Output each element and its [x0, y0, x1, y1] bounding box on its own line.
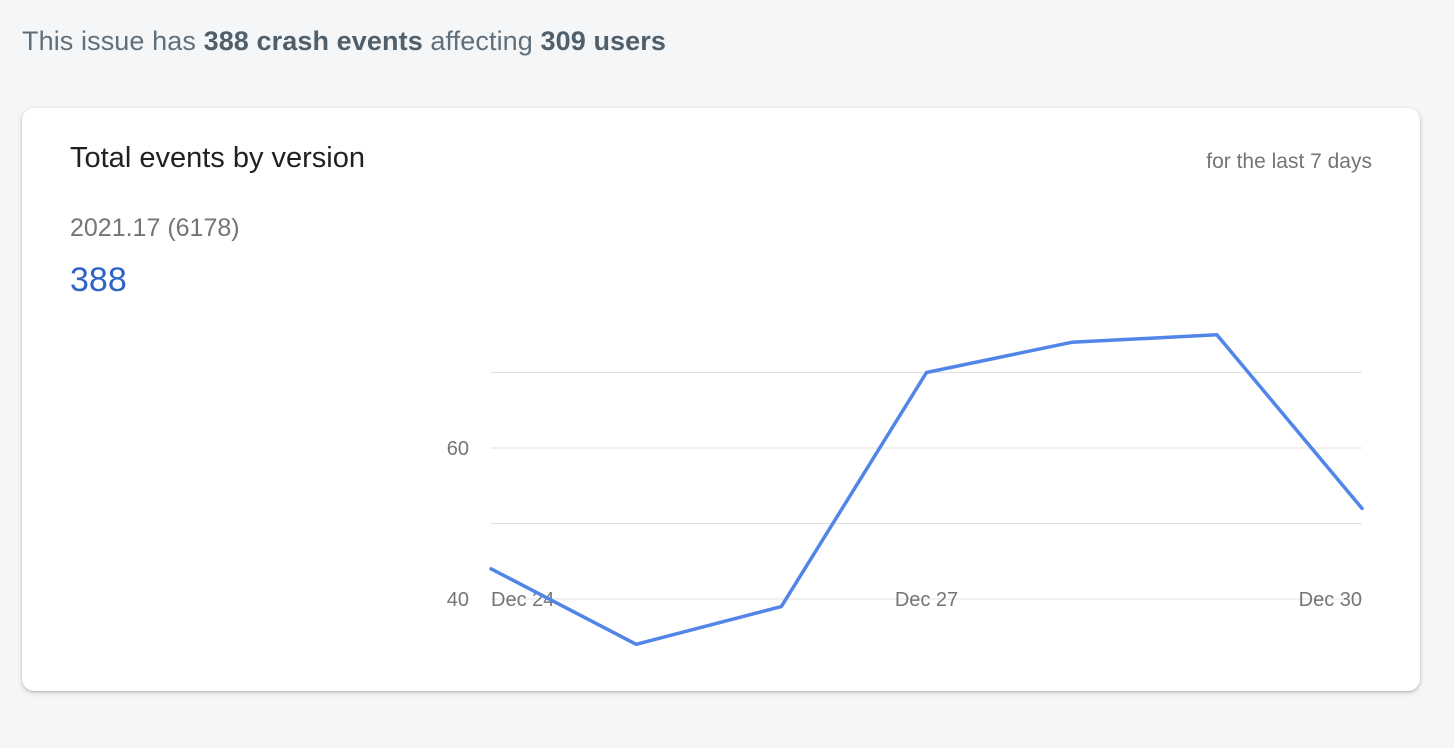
- time-period-label: for the last 7 days: [1206, 150, 1372, 173]
- issue-summary: This issue has 388 crash events affectin…: [22, 26, 666, 57]
- card-title: Total events by version: [70, 142, 365, 174]
- affected-users-count: 309 users: [540, 26, 667, 56]
- y-tick-label: 40: [447, 589, 469, 611]
- version-label: 2021.17 (6178): [70, 214, 240, 242]
- y-tick-label: 60: [447, 438, 469, 460]
- x-tick-label: Dec 27: [895, 589, 958, 611]
- events-line-chart: 40 60 Dec 24 Dec 27 Dec 30: [447, 333, 1364, 647]
- x-tick-label: Dec 30: [1299, 589, 1362, 611]
- events-by-version-card: Total events by version for the last 7 d…: [22, 108, 1420, 691]
- version-event-count: 388: [70, 261, 127, 299]
- summary-prefix: This issue has: [22, 26, 204, 56]
- series-line: [489, 333, 1364, 647]
- crash-events-count: 388 crash events: [203, 26, 423, 56]
- summary-middle: affecting: [422, 26, 541, 56]
- x-tick-label: Dec 24: [491, 589, 554, 611]
